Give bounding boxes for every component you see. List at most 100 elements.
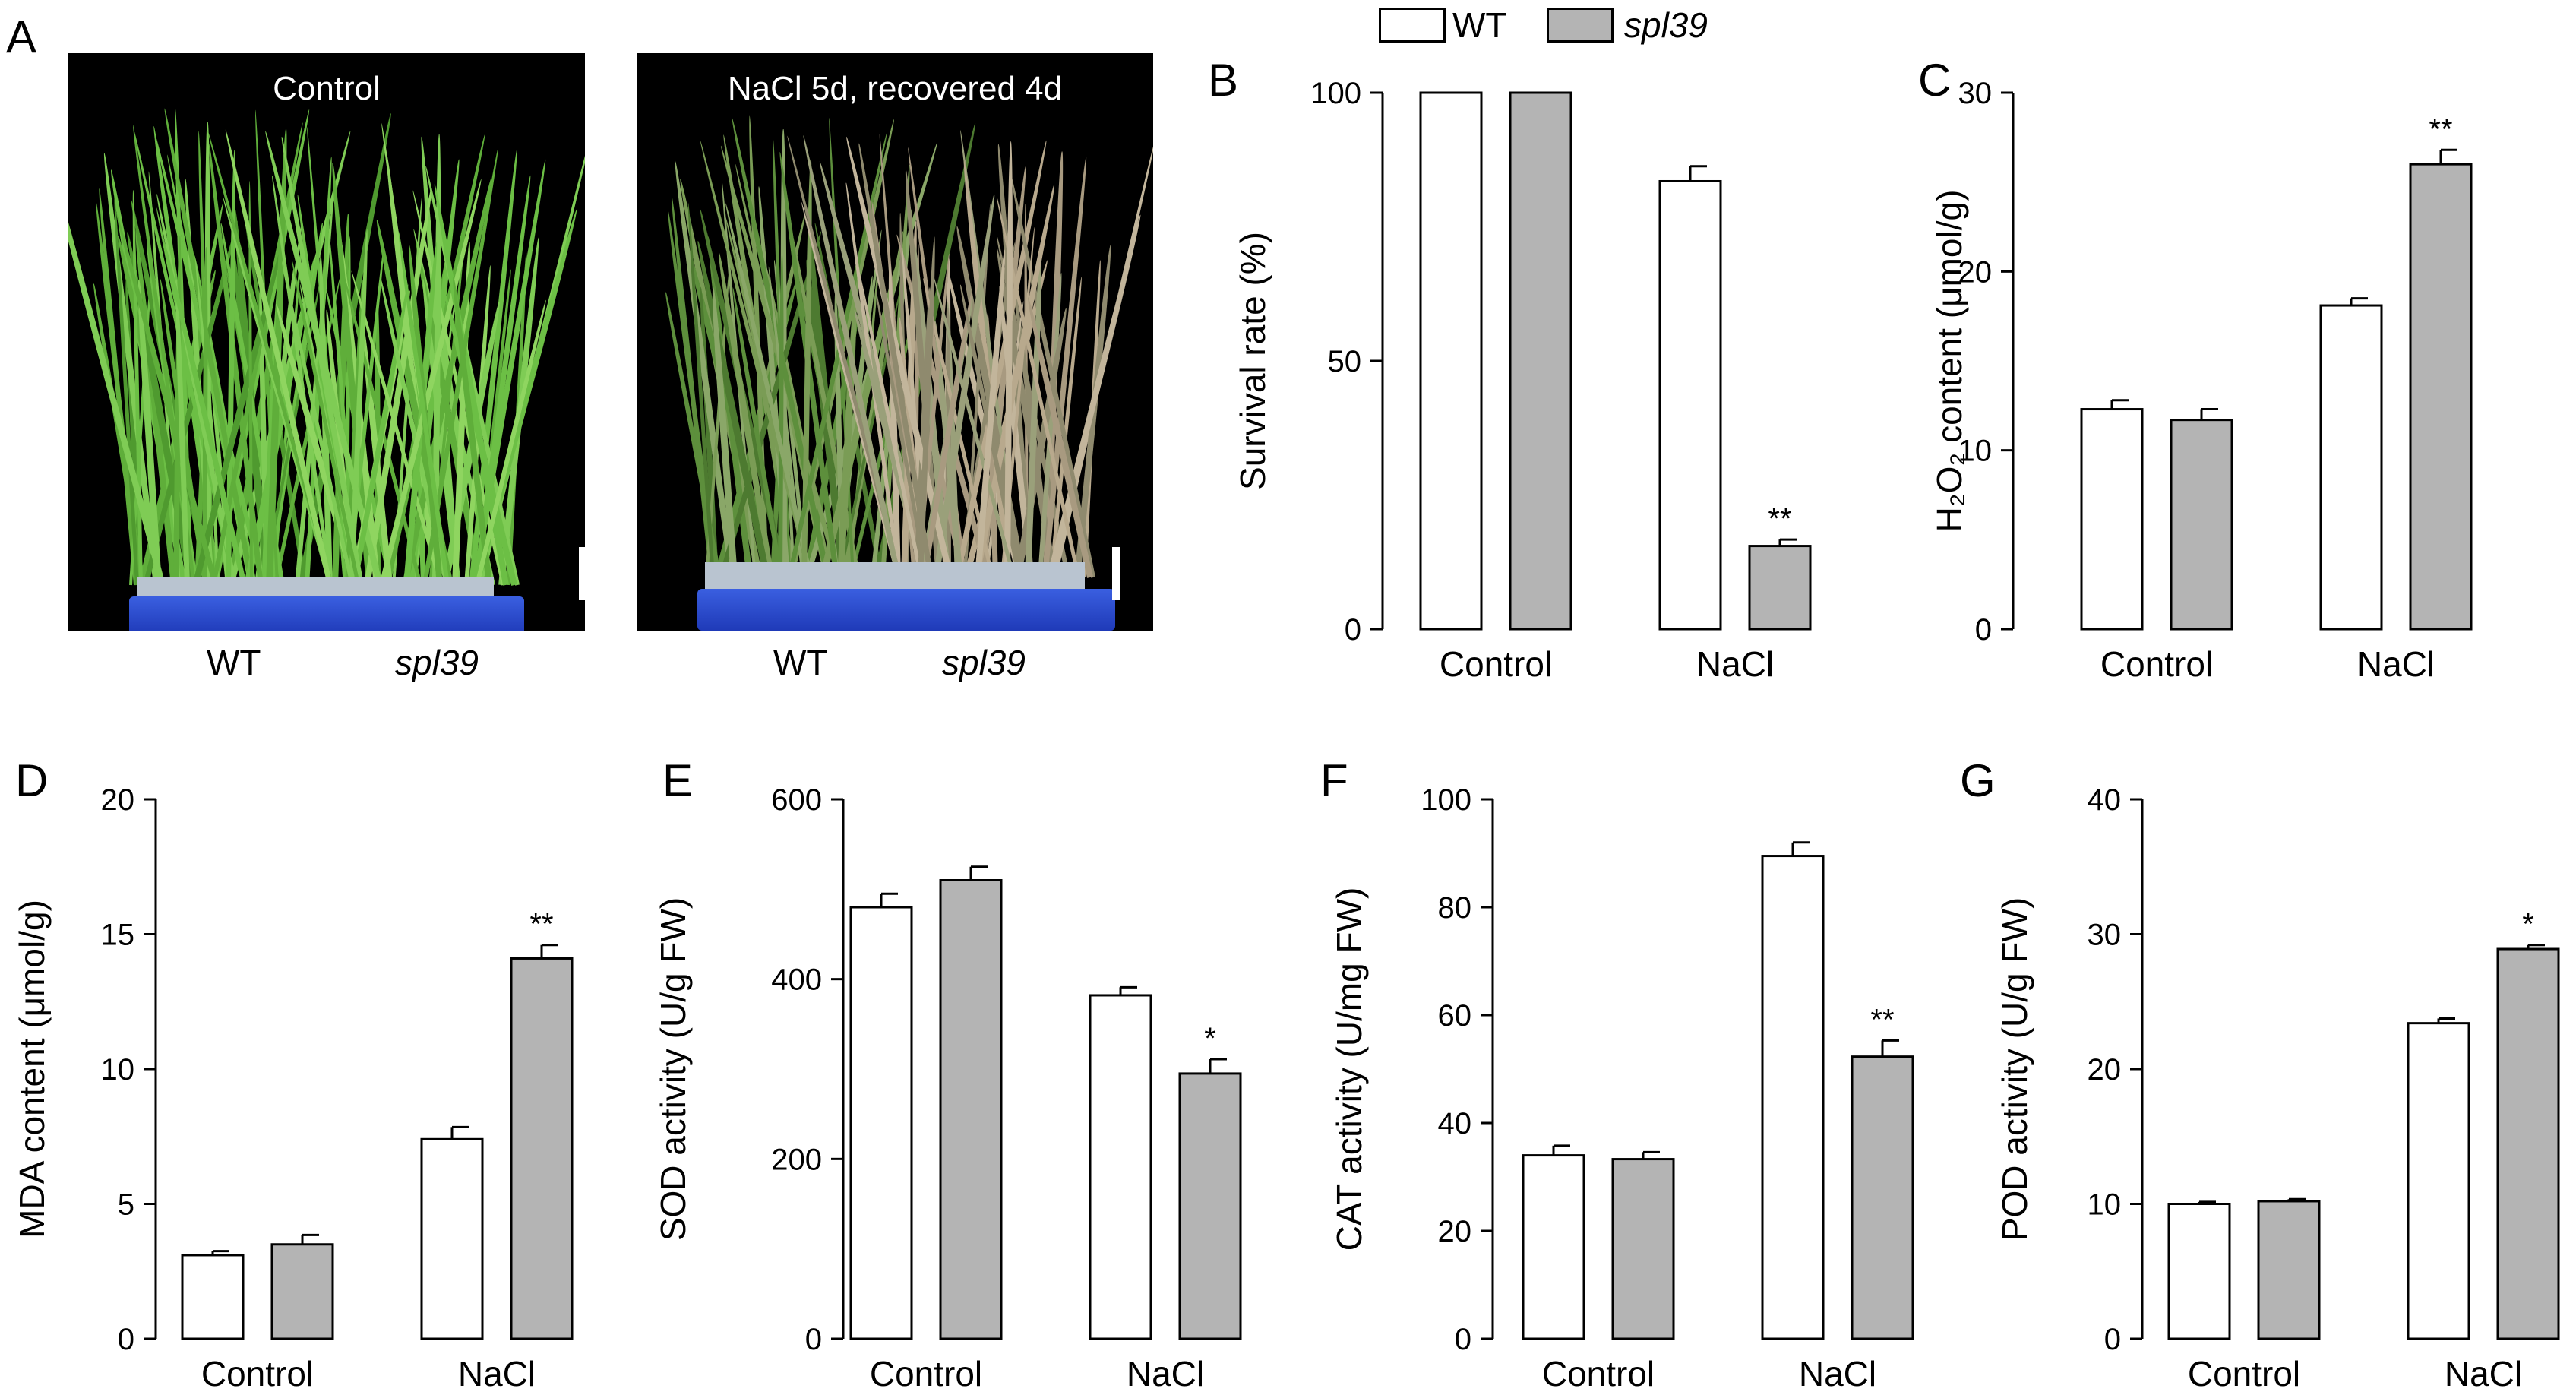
photo-title: Control [273, 70, 381, 107]
bar-wt-control [1419, 91, 1483, 631]
photo-label-wt: WT [207, 643, 261, 682]
x-tick-label: NaCl [458, 1354, 536, 1393]
y-tick-label: 100 [1421, 783, 1471, 817]
y-tick-label: 40 [2088, 783, 2122, 817]
bar-spl39-nacl [1748, 545, 1812, 631]
panel-letter-b: B [1208, 55, 1238, 106]
seedling-tray [129, 596, 524, 631]
y-tick-label: 600 [771, 783, 822, 817]
panel-letter-a: A [6, 11, 37, 62]
bar-spl39-control [939, 879, 1003, 1340]
y-axis-label: CAT activity (U/mg FW) [1329, 887, 1369, 1251]
y-axis-label: POD activity (U/g FW) [1995, 897, 2034, 1241]
y-tick-label: 40 [1438, 1107, 1472, 1140]
legend-swatch-wt [1379, 8, 1446, 43]
y-axis-label: Survival rate (%) [1233, 232, 1272, 490]
x-tick-label: Control [2188, 1354, 2300, 1393]
bar-wt-nacl [2407, 1022, 2470, 1340]
x-tick-label: NaCl [2357, 644, 2435, 684]
bar-wt-nacl [1089, 994, 1152, 1340]
x-tick-label: Control [870, 1354, 982, 1393]
x-tick-label: Control [201, 1354, 314, 1393]
y-tick-label: 100 [1310, 77, 1361, 110]
bar-wt-nacl [1761, 855, 1825, 1340]
bar-spl39-control [1611, 1158, 1675, 1340]
significance-label: ** [1768, 502, 1791, 536]
significance-label: ** [529, 908, 553, 941]
photo-title: NaCl 5d, recovered 4d [727, 70, 1063, 107]
bar-spl39-nacl [2496, 947, 2560, 1340]
photo-label-wt: WT [773, 643, 828, 682]
bar-wt-nacl [420, 1137, 484, 1340]
x-tick-label: NaCl [2445, 1354, 2522, 1393]
bar-wt-nacl [2319, 304, 2383, 631]
y-tick-label: 0 [1455, 1323, 1471, 1356]
bar-spl39-control [2257, 1200, 2321, 1340]
photo-nacl: NaCl 5d, recovered 4d [637, 53, 1153, 631]
photo-label-spl39: spl39 [395, 643, 479, 682]
y-tick-label: 20 [101, 783, 135, 817]
y-tick-label: 20 [2088, 1053, 2122, 1087]
x-tick-label: Control [2100, 644, 2213, 684]
bar-wt-control [2080, 408, 2144, 631]
y-tick-label: 30 [2088, 919, 2122, 952]
y-tick-label: 80 [1438, 891, 1472, 925]
legend-label-spl39: spl39 [1624, 5, 1708, 45]
bar-wt-nacl [1658, 179, 1722, 631]
y-tick-label: 200 [771, 1143, 822, 1176]
y-tick-label: 60 [1438, 999, 1472, 1033]
y-axis-label: MDA content (μmol/g) [12, 900, 52, 1238]
y-tick-label: 15 [101, 919, 135, 952]
bar-spl39-nacl [1851, 1055, 1914, 1340]
bar-spl39-control [270, 1243, 334, 1340]
bar-spl39-control [2170, 419, 2233, 631]
bar-spl39-nacl [510, 957, 574, 1340]
y-axis-label: H₂O₂ content (μmol/g) [1930, 190, 1969, 533]
legend-swatch-spl39 [1547, 8, 1614, 43]
legend-label-wt: WT [1452, 5, 1507, 45]
y-tick-label: 30 [1958, 77, 1993, 110]
significance-label: ** [2429, 112, 2452, 146]
significance-label: * [1204, 1022, 1216, 1055]
y-tick-label: 10 [1958, 435, 1993, 468]
y-tick-label: 0 [1345, 613, 1361, 647]
bar-wt-control [849, 906, 913, 1340]
y-tick-label: 0 [118, 1323, 134, 1356]
x-tick-label: NaCl [1696, 644, 1774, 684]
scale-bar [579, 547, 585, 600]
y-tick-label: 0 [805, 1323, 822, 1356]
bar-spl39-control [1509, 91, 1572, 631]
tray-rim [137, 577, 494, 599]
bar-wt-control [1522, 1154, 1585, 1340]
bar-spl39-nacl [2409, 163, 2473, 631]
panel-letter-g: G [1960, 755, 1996, 806]
y-tick-label: 10 [2088, 1188, 2122, 1222]
y-axis-label: SOD activity (U/g FW) [653, 897, 693, 1241]
x-tick-label: Control [1542, 1354, 1655, 1393]
y-tick-label: 50 [1328, 345, 1362, 378]
bar-wt-control [181, 1254, 245, 1340]
panel-letter-e: E [662, 755, 693, 806]
panel-letter-c: C [1918, 55, 1951, 106]
photo-label-spl39: spl39 [942, 643, 1026, 682]
x-tick-label: NaCl [1127, 1354, 1204, 1393]
bar-spl39-nacl [1178, 1072, 1242, 1340]
y-tick-label: 20 [1958, 255, 1993, 289]
y-tick-label: 400 [771, 963, 822, 997]
y-tick-label: 10 [101, 1053, 135, 1087]
panel-letter-f: F [1320, 755, 1348, 806]
x-tick-label: Control [1440, 644, 1552, 684]
bar-wt-control [2167, 1203, 2231, 1340]
x-tick-label: NaCl [1799, 1354, 1876, 1393]
significance-label: ** [1870, 1003, 1894, 1036]
y-tick-label: 0 [1975, 613, 1992, 647]
y-tick-label: 20 [1438, 1215, 1472, 1248]
scale-bar [1112, 547, 1120, 600]
tray-rim [705, 562, 1085, 593]
panel-letter-d: D [15, 755, 48, 806]
photo-control: Control [68, 53, 585, 631]
significance-label: * [2522, 908, 2534, 941]
y-tick-label: 0 [2104, 1323, 2121, 1356]
